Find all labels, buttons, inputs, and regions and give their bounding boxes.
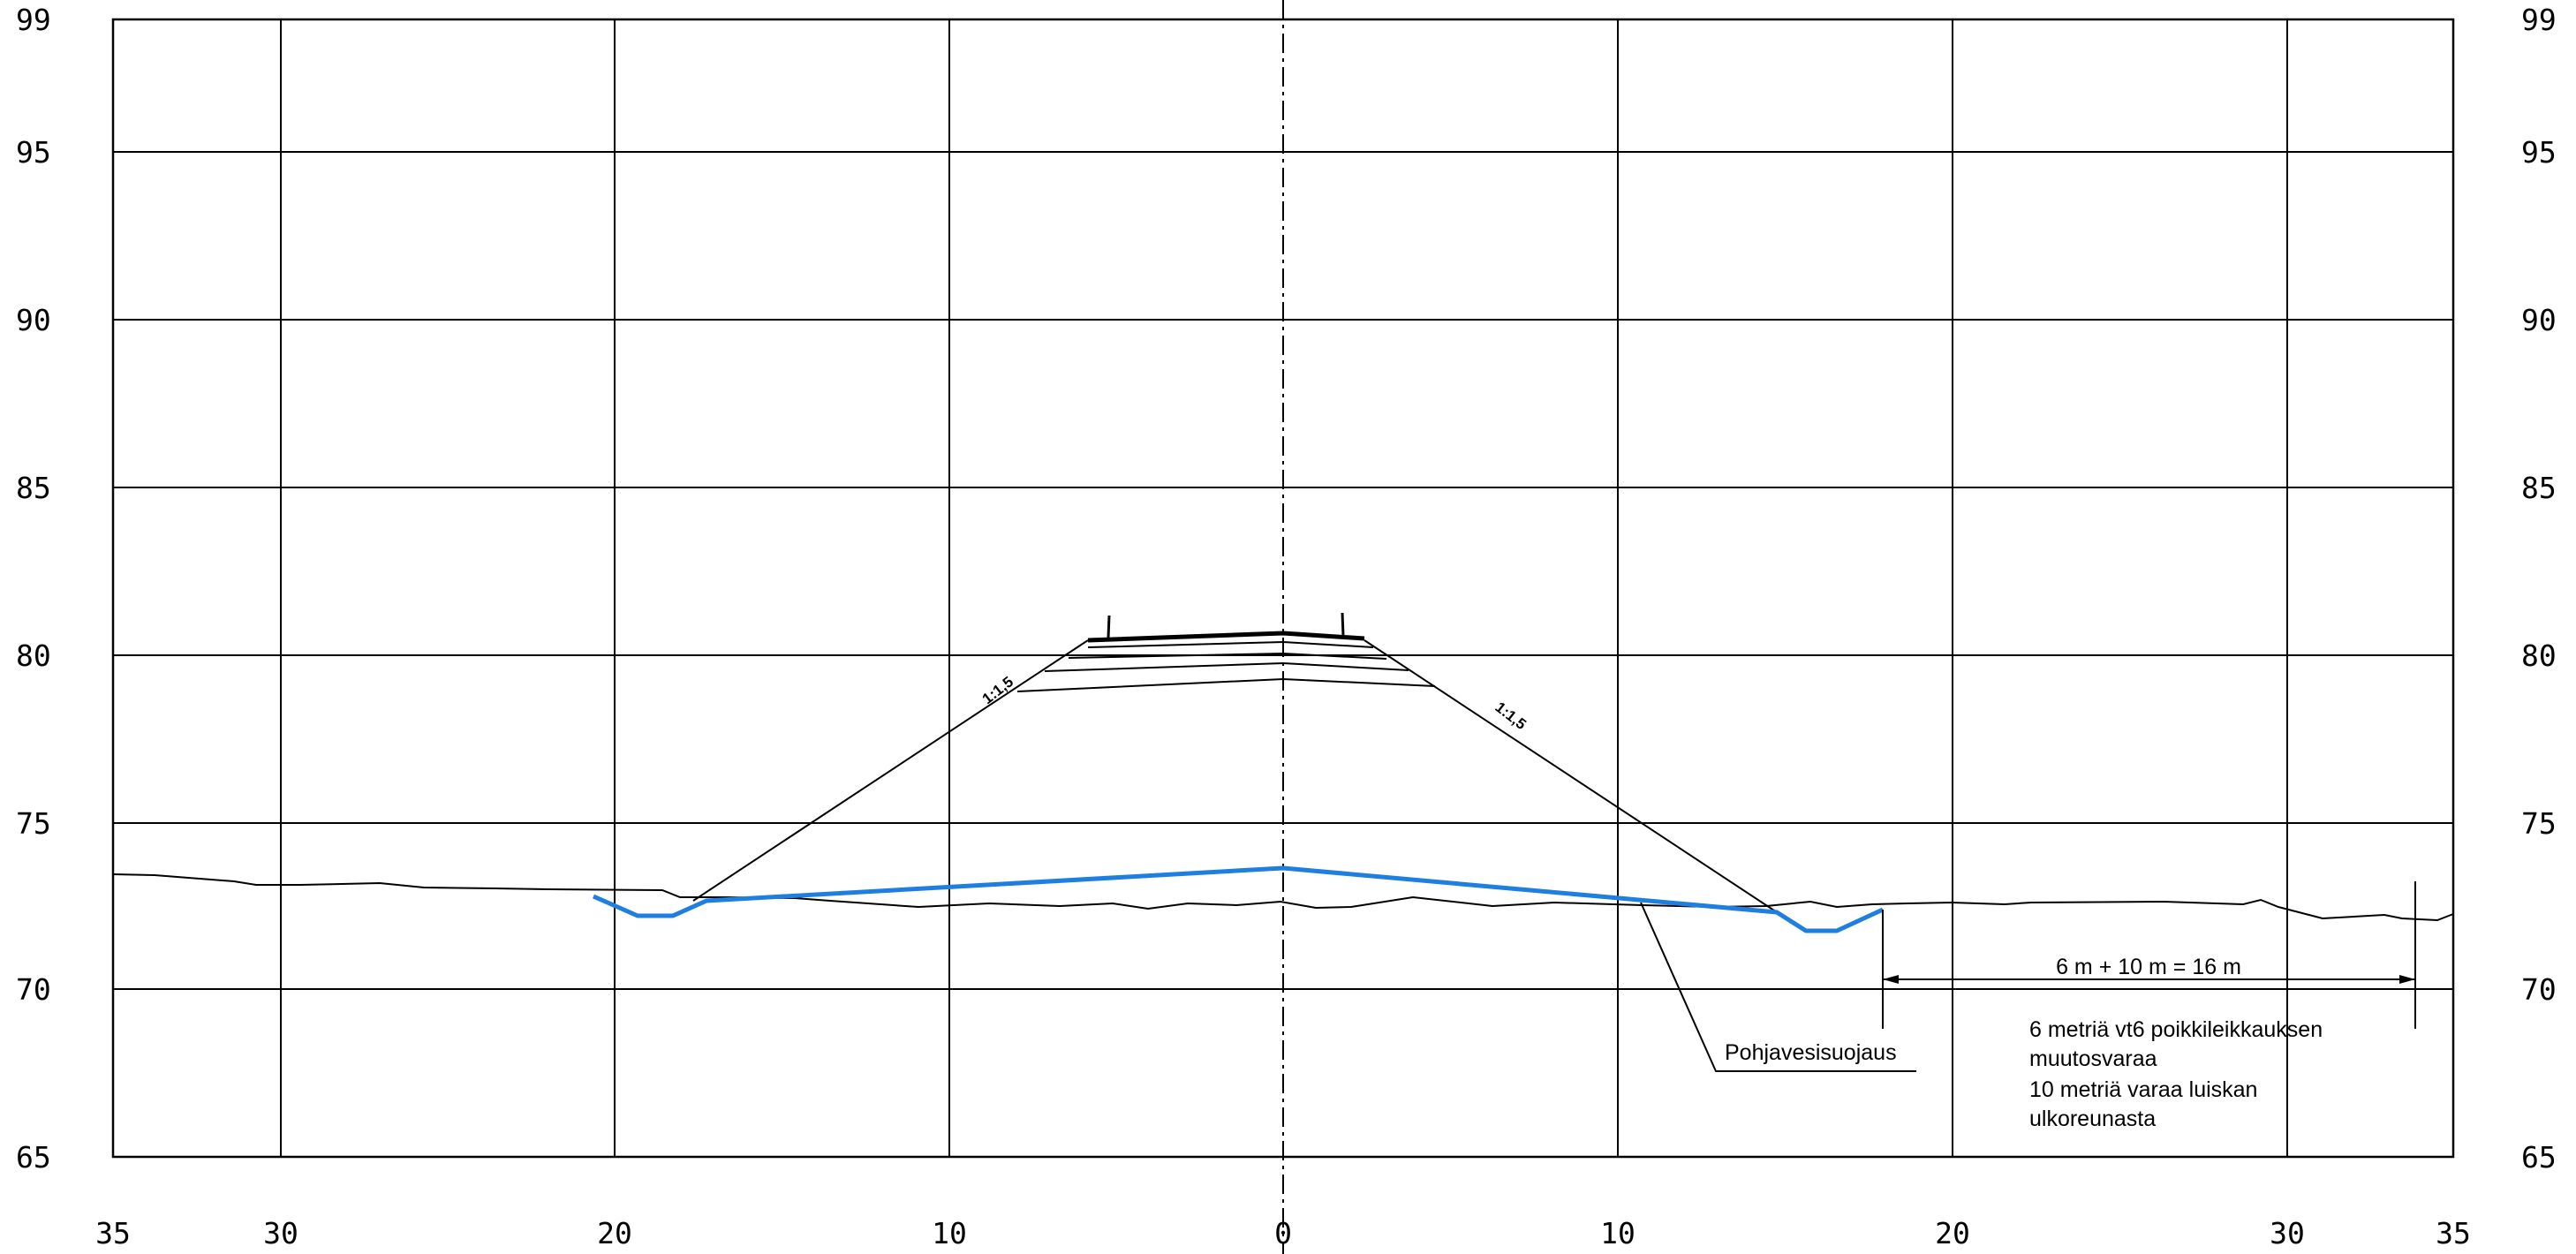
left-slope bbox=[692, 639, 1089, 902]
y-tick: 65 bbox=[16, 1140, 51, 1175]
y-tick: 85 bbox=[2521, 471, 2557, 505]
y-axis-right: 99 95 90 85 80 75 70 65 bbox=[2521, 3, 2557, 1175]
dimension-label: 6 m + 10 m = 16 m bbox=[2056, 955, 2241, 979]
x-tick: 30 bbox=[263, 1216, 298, 1250]
y-tick: 80 bbox=[16, 638, 51, 673]
note-line: 10 metriä varaa luiskan bbox=[2029, 1077, 2257, 1102]
callout-leader bbox=[1640, 902, 1916, 1072]
x-tick: 35 bbox=[95, 1216, 131, 1250]
y-tick: 65 bbox=[2521, 1140, 2557, 1175]
x-tick: 20 bbox=[597, 1216, 632, 1250]
structure-layer bbox=[1068, 652, 1387, 660]
y-tick: 75 bbox=[2521, 806, 2557, 841]
y-tick: 95 bbox=[16, 135, 51, 170]
y-tick: 99 bbox=[2521, 3, 2557, 37]
dimension-line bbox=[1882, 881, 2416, 1029]
left-guardrail bbox=[1107, 615, 1111, 638]
note-line: ulkoreunasta bbox=[2029, 1107, 2156, 1131]
y-tick: 90 bbox=[16, 303, 51, 337]
y-tick: 70 bbox=[16, 972, 51, 1007]
slope-ratio-left: 1:1,5 bbox=[979, 673, 1016, 707]
structure-layer bbox=[1016, 677, 1436, 692]
y-tick: 85 bbox=[16, 471, 51, 505]
y-tick: 80 bbox=[2521, 638, 2557, 673]
y-tick: 99 bbox=[16, 3, 51, 37]
groundwater-protection bbox=[592, 865, 1885, 933]
right-guardrail bbox=[1341, 612, 1345, 637]
x-tick: 35 bbox=[2436, 1216, 2471, 1250]
x-tick: 10 bbox=[1600, 1216, 1635, 1250]
x-axis: 35 30 20 10 0 10 20 30 35 bbox=[95, 1216, 2471, 1250]
structure-layer bbox=[1087, 640, 1374, 648]
y-tick: 95 bbox=[2521, 135, 2557, 170]
ground-line bbox=[112, 873, 2454, 922]
x-tick: 0 bbox=[1274, 1216, 1292, 1250]
y-tick: 70 bbox=[2521, 972, 2557, 1007]
y-tick: 90 bbox=[2521, 303, 2557, 337]
x-tick: 30 bbox=[2270, 1216, 2305, 1250]
x-tick: 20 bbox=[1935, 1216, 1970, 1250]
road-surface bbox=[1087, 631, 1365, 643]
right-slope bbox=[1364, 639, 1778, 913]
x-tick: 10 bbox=[932, 1216, 967, 1250]
structure-layer bbox=[1044, 661, 1409, 672]
callout-label: Pohjavesisuojaus bbox=[1725, 1040, 1897, 1065]
y-axis-left: 99 95 90 85 80 75 70 65 bbox=[16, 3, 51, 1175]
note-line: 6 metriä vt6 poikkileikkauksen bbox=[2029, 1017, 2323, 1042]
y-tick: 75 bbox=[16, 806, 51, 841]
notes: 6 metriä vt6 poikkileikkauksen muutosvar… bbox=[2029, 1017, 2323, 1131]
note-line: muutosvaraa bbox=[2029, 1046, 2157, 1071]
embankment bbox=[692, 612, 1778, 913]
